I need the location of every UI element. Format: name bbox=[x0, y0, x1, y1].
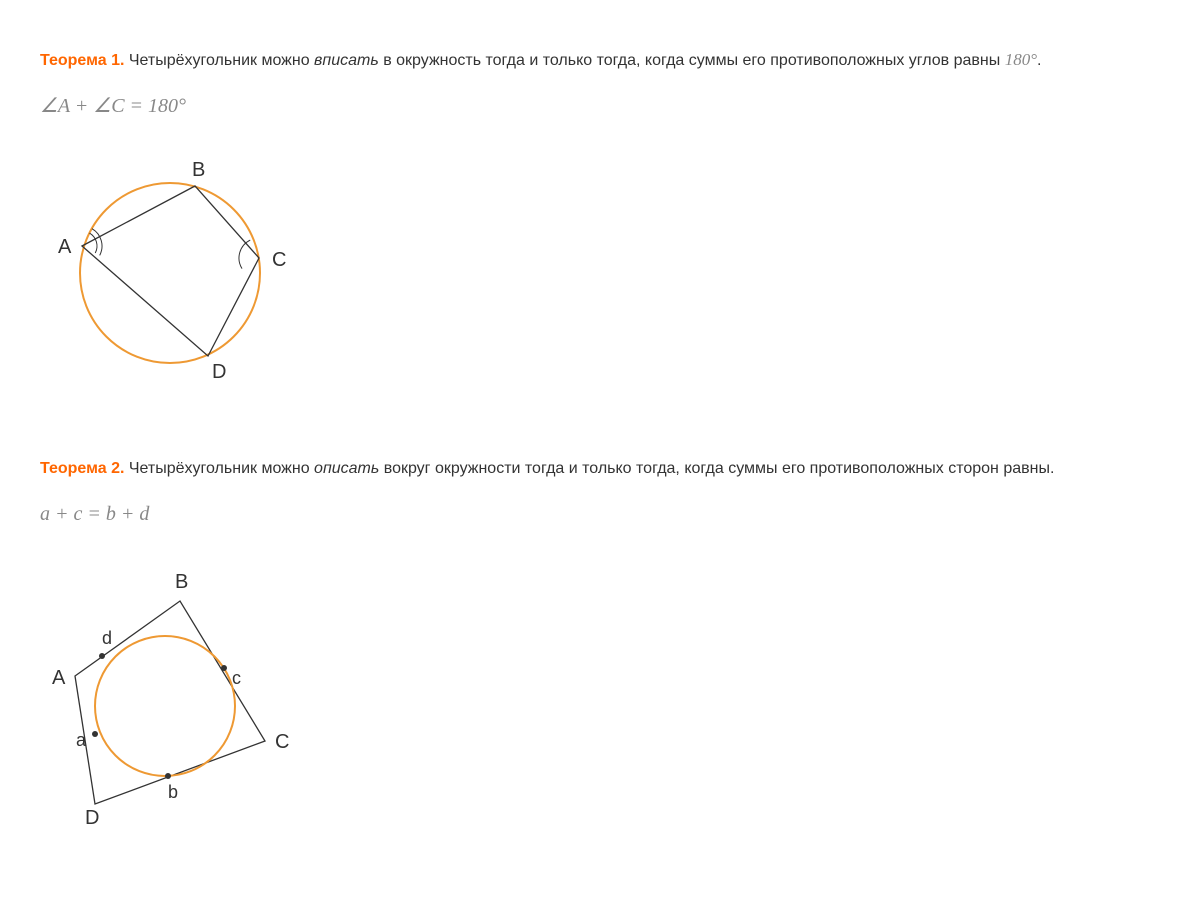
theorem-2-formula: a + c = b + d bbox=[40, 498, 1160, 530]
diagram-2-svg: A B C Dd c b a bbox=[40, 546, 320, 836]
theorem-1-title: Теорема 1. bbox=[40, 52, 124, 69]
svg-text:d: d bbox=[102, 628, 112, 648]
theorem-1-diagram: A B C D bbox=[40, 138, 1160, 407]
theorem-1-formula-text: ∠A + ∠C = 180° bbox=[40, 95, 186, 117]
svg-text:c: c bbox=[232, 668, 241, 688]
theorem-2-text-1: Четырёхугольник можно bbox=[124, 460, 314, 477]
theorem-1-formula: ∠A + ∠C = 180° bbox=[40, 90, 1160, 122]
theorem-2-text-2: вокруг окружности тогда и только тогда, … bbox=[379, 460, 1054, 477]
theorem-1-block: Теорема 1. Четырёхугольник можно вписать… bbox=[40, 46, 1160, 406]
theorem-2-italic: описать bbox=[314, 460, 379, 477]
theorem-2-diagram: A B C Dd c b a bbox=[40, 546, 1160, 845]
theorem-1-value: 180° bbox=[1005, 50, 1037, 69]
svg-text:a: a bbox=[76, 730, 87, 750]
theorem-2-title: Теорема 2. bbox=[40, 460, 124, 477]
theorem-1-text-2: в окружность тогда и только тогда, когда… bbox=[379, 52, 1005, 69]
svg-text:D: D bbox=[85, 807, 99, 829]
diagram-1-svg: A B C D bbox=[40, 138, 320, 398]
svg-text:D: D bbox=[212, 361, 226, 383]
theorem-2-block: Теорема 2. Четырёхугольник можно описать… bbox=[40, 456, 1160, 844]
theorem-1-statement: Теорема 1. Четырёхугольник можно вписать… bbox=[40, 46, 1160, 74]
svg-text:B: B bbox=[175, 571, 188, 593]
svg-text:A: A bbox=[52, 667, 66, 689]
theorem-2-statement: Теорема 2. Четырёхугольник можно описать… bbox=[40, 456, 1160, 482]
svg-text:C: C bbox=[272, 249, 286, 271]
theorem-1-italic: вписать bbox=[314, 52, 379, 69]
svg-text:A: A bbox=[58, 236, 72, 258]
theorem-2-formula-text: a + c = b + d bbox=[40, 503, 149, 525]
theorem-1-text-1: Четырёхугольник можно bbox=[124, 52, 314, 69]
svg-text:B: B bbox=[192, 159, 205, 181]
svg-text:b: b bbox=[168, 782, 178, 802]
theorem-1-end: . bbox=[1037, 52, 1041, 69]
svg-text:C: C bbox=[275, 731, 289, 753]
